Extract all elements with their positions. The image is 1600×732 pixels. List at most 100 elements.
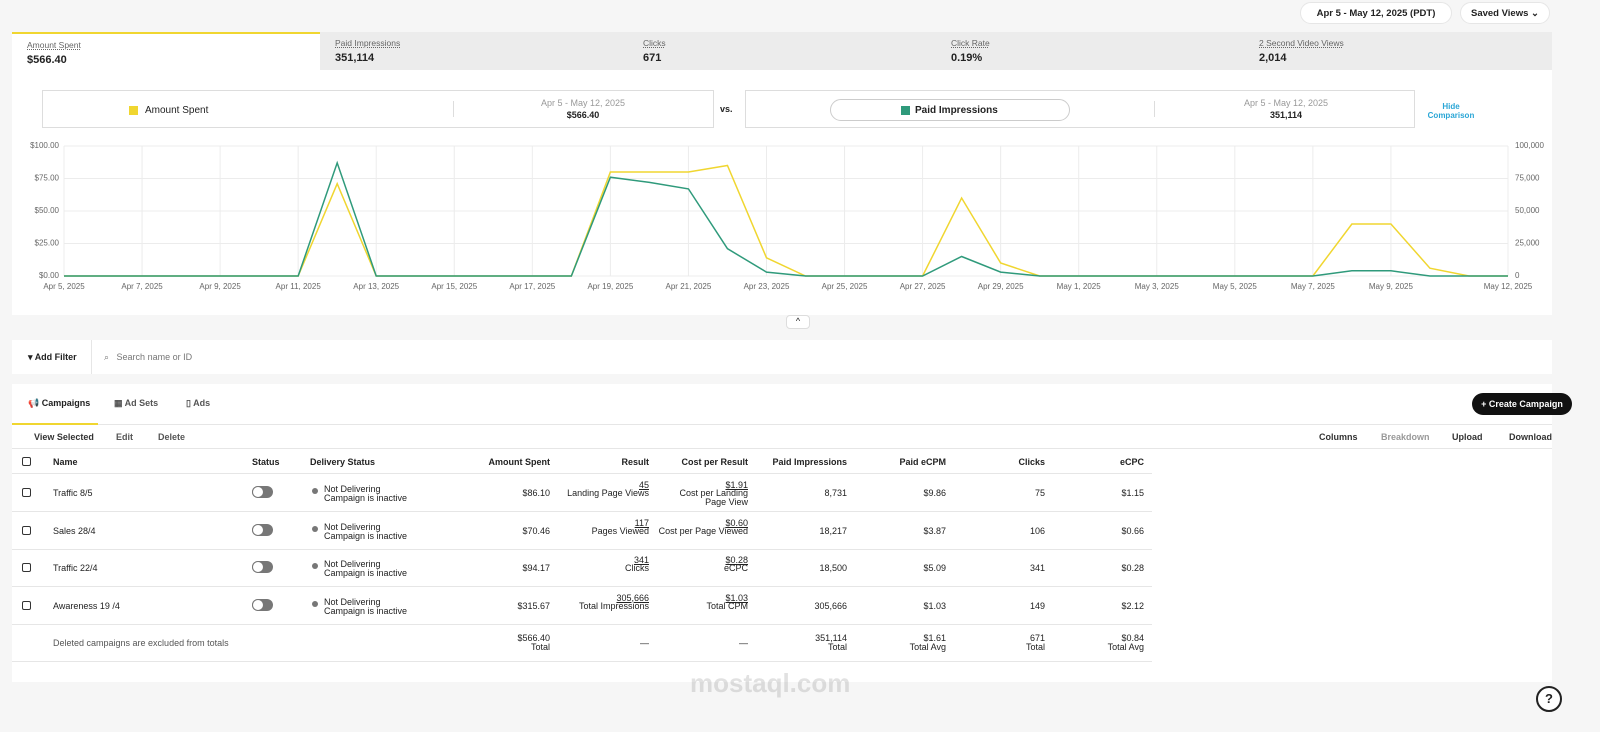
range: Apr 5 - May 12, 2025 (1243, 98, 1329, 108)
status-dot (312, 600, 318, 607)
metric-tab[interactable]: Click Rate 0.19% (936, 32, 1244, 70)
column-header: Paid eCPM (899, 457, 946, 467)
y-tick-label: $25.00 (35, 239, 60, 248)
cell-amount-spent: $70.46 (522, 525, 550, 536)
divider (12, 511, 1152, 512)
help-button[interactable]: ? (1536, 686, 1562, 712)
cell-amount-spent: $315.67 (517, 600, 550, 611)
cell-paid-ecpm: $1.03 (923, 600, 946, 611)
y-tick-label: $50.00 (35, 206, 60, 215)
status-dot (312, 488, 318, 494)
compare-box: Amount Spent Apr 5 - May 12, 2025 $566.4… (42, 90, 714, 128)
hide-comparison[interactable]: Hide Comparison (1427, 102, 1475, 120)
total-clicks: 671 (1029, 633, 1045, 643)
divider (453, 101, 454, 117)
delivery-detail: Campaign is inactive (324, 568, 408, 578)
x-tick-label: Apr 13, 2025 (353, 282, 399, 291)
tab[interactable]: ▦ Ad Sets (114, 398, 159, 408)
y2-tick-label: 25,000 (1515, 239, 1540, 248)
toolbar-action[interactable]: View Selected (34, 432, 94, 442)
metric-tab[interactable]: Amount Spent $566.40 (12, 32, 320, 70)
column-header: Status (252, 457, 280, 467)
status-dot (312, 563, 318, 569)
x-tick-label: Apr 9, 2025 (199, 282, 241, 291)
metric-tab[interactable]: Paid Impressions 351,114 (320, 32, 628, 70)
cell-sublabel: Cost per Landing Page View (679, 488, 748, 507)
vs: vs. (720, 104, 733, 114)
add-filter-label: Add Filter (34, 352, 77, 362)
cell-ecpc: $2.12 (1121, 600, 1144, 611)
toolbar-action[interactable]: Delete (158, 432, 186, 442)
metric-tab[interactable]: Clicks 671 (628, 32, 936, 70)
cell-sublabel: Pages Viewed (591, 525, 649, 536)
toolbar-action[interactable]: Breakdown (1381, 432, 1430, 442)
date-range-button[interactable]: Apr 5 - May 12, 2025 (PDT) (1300, 2, 1452, 24)
metric-tabs: Amount Spent $566.40 Paid Impressions 351,1… (12, 32, 1552, 70)
saved-views-button[interactable]: Saved Views ⌄ (1460, 2, 1550, 24)
checkbox[interactable] (22, 488, 31, 497)
add-filter[interactable]: ▾ Add Filter (28, 352, 77, 362)
toolbar-action[interactable]: Edit (116, 432, 133, 442)
divider (12, 586, 1152, 587)
divider (12, 473, 1152, 474)
divider (12, 548, 1152, 550)
create-campaign[interactable]: + Create Campaign (1472, 393, 1572, 415)
search-placeholder: Search name or ID (116, 352, 193, 362)
search[interactable]: ⌕ Search name or ID (104, 352, 193, 362)
tab[interactable]: 📢 Campaigns (28, 398, 91, 408)
tab-label: Campaigns (41, 398, 91, 408)
totals-note: Deleted campaigns are excluded from tota… (53, 638, 229, 648)
cell-result: 305,666 (616, 592, 649, 603)
total-amount-spent: $566.40 (517, 633, 550, 643)
x-tick-label: Apr 19, 2025 (587, 282, 633, 291)
metric-label: Amount Spent (27, 40, 81, 50)
legend-label: Amount Spent (145, 105, 209, 116)
cell-result: 341 (633, 555, 649, 565)
toggle-knob (252, 561, 264, 573)
x-tick-label: May 7, 2025 (1291, 282, 1336, 291)
total-cost-per-result: — (739, 638, 748, 648)
total-paid-impressions: 351,114 (815, 633, 847, 643)
metric-select[interactable]: Paid Impressions (830, 99, 1070, 121)
checkbox[interactable] (22, 600, 31, 610)
toggle-knob (252, 598, 264, 611)
toolbar-action[interactable]: Download (1509, 432, 1552, 442)
toolbar-action[interactable]: Upload (1452, 432, 1483, 442)
cell-sublabel: Total CPM (706, 600, 748, 611)
cell-sublabel: Landing Page Views (567, 488, 649, 498)
cell-paid-impressions: 8,731 (824, 488, 847, 498)
toggle-knob (252, 523, 264, 536)
divider (12, 661, 1152, 662)
divider (91, 340, 92, 374)
collapse-button[interactable]: ^ (786, 315, 810, 329)
series-line (64, 164, 1508, 277)
metric-tab[interactable]: 2 Second Video Views 2,014 (1244, 32, 1552, 70)
cell-amount-spent: $86.10 (522, 488, 550, 498)
x-tick-label: May 1, 2025 (1057, 282, 1102, 291)
cell-name: Sales 28/4 (53, 525, 96, 536)
toolbar-action[interactable]: Columns (1319, 432, 1358, 442)
cell-name: Traffic 8/5 (53, 488, 93, 498)
tab[interactable]: ▯ Ads (186, 398, 211, 408)
x-tick-label: Apr 21, 2025 (666, 282, 712, 291)
cell-clicks: 341 (1029, 563, 1045, 573)
chart: $0.00 $25.00 $50.00 $75.00 $100.00 0 25,000 50,… (30, 141, 1544, 291)
metric-value: 0.19% (951, 52, 983, 64)
cell-name: Traffic 22/4 (53, 563, 98, 573)
checkbox[interactable] (22, 457, 31, 466)
x-tick-label: Apr 25, 2025 (822, 282, 868, 291)
cell-amount-spent: $94.17 (522, 563, 550, 573)
total-label: Total (827, 642, 847, 652)
x-tick-label: Apr 5, 2025 (43, 282, 85, 291)
checkbox[interactable] (22, 525, 31, 535)
cell-ecpc: $0.28 (1121, 563, 1144, 573)
cell-cost-per-result: $0.60 (725, 517, 748, 528)
checkbox[interactable] (22, 563, 31, 572)
metric-label: Clicks (643, 38, 666, 48)
delivery-detail: Campaign is inactive (324, 530, 408, 541)
column-header: Amount Spent (488, 457, 551, 467)
x-tick-label: Apr 15, 2025 (431, 282, 477, 291)
metric-value: 351,114 (335, 52, 375, 64)
legend-label: Paid Impressions (915, 105, 998, 116)
total-label: Total (530, 642, 550, 652)
